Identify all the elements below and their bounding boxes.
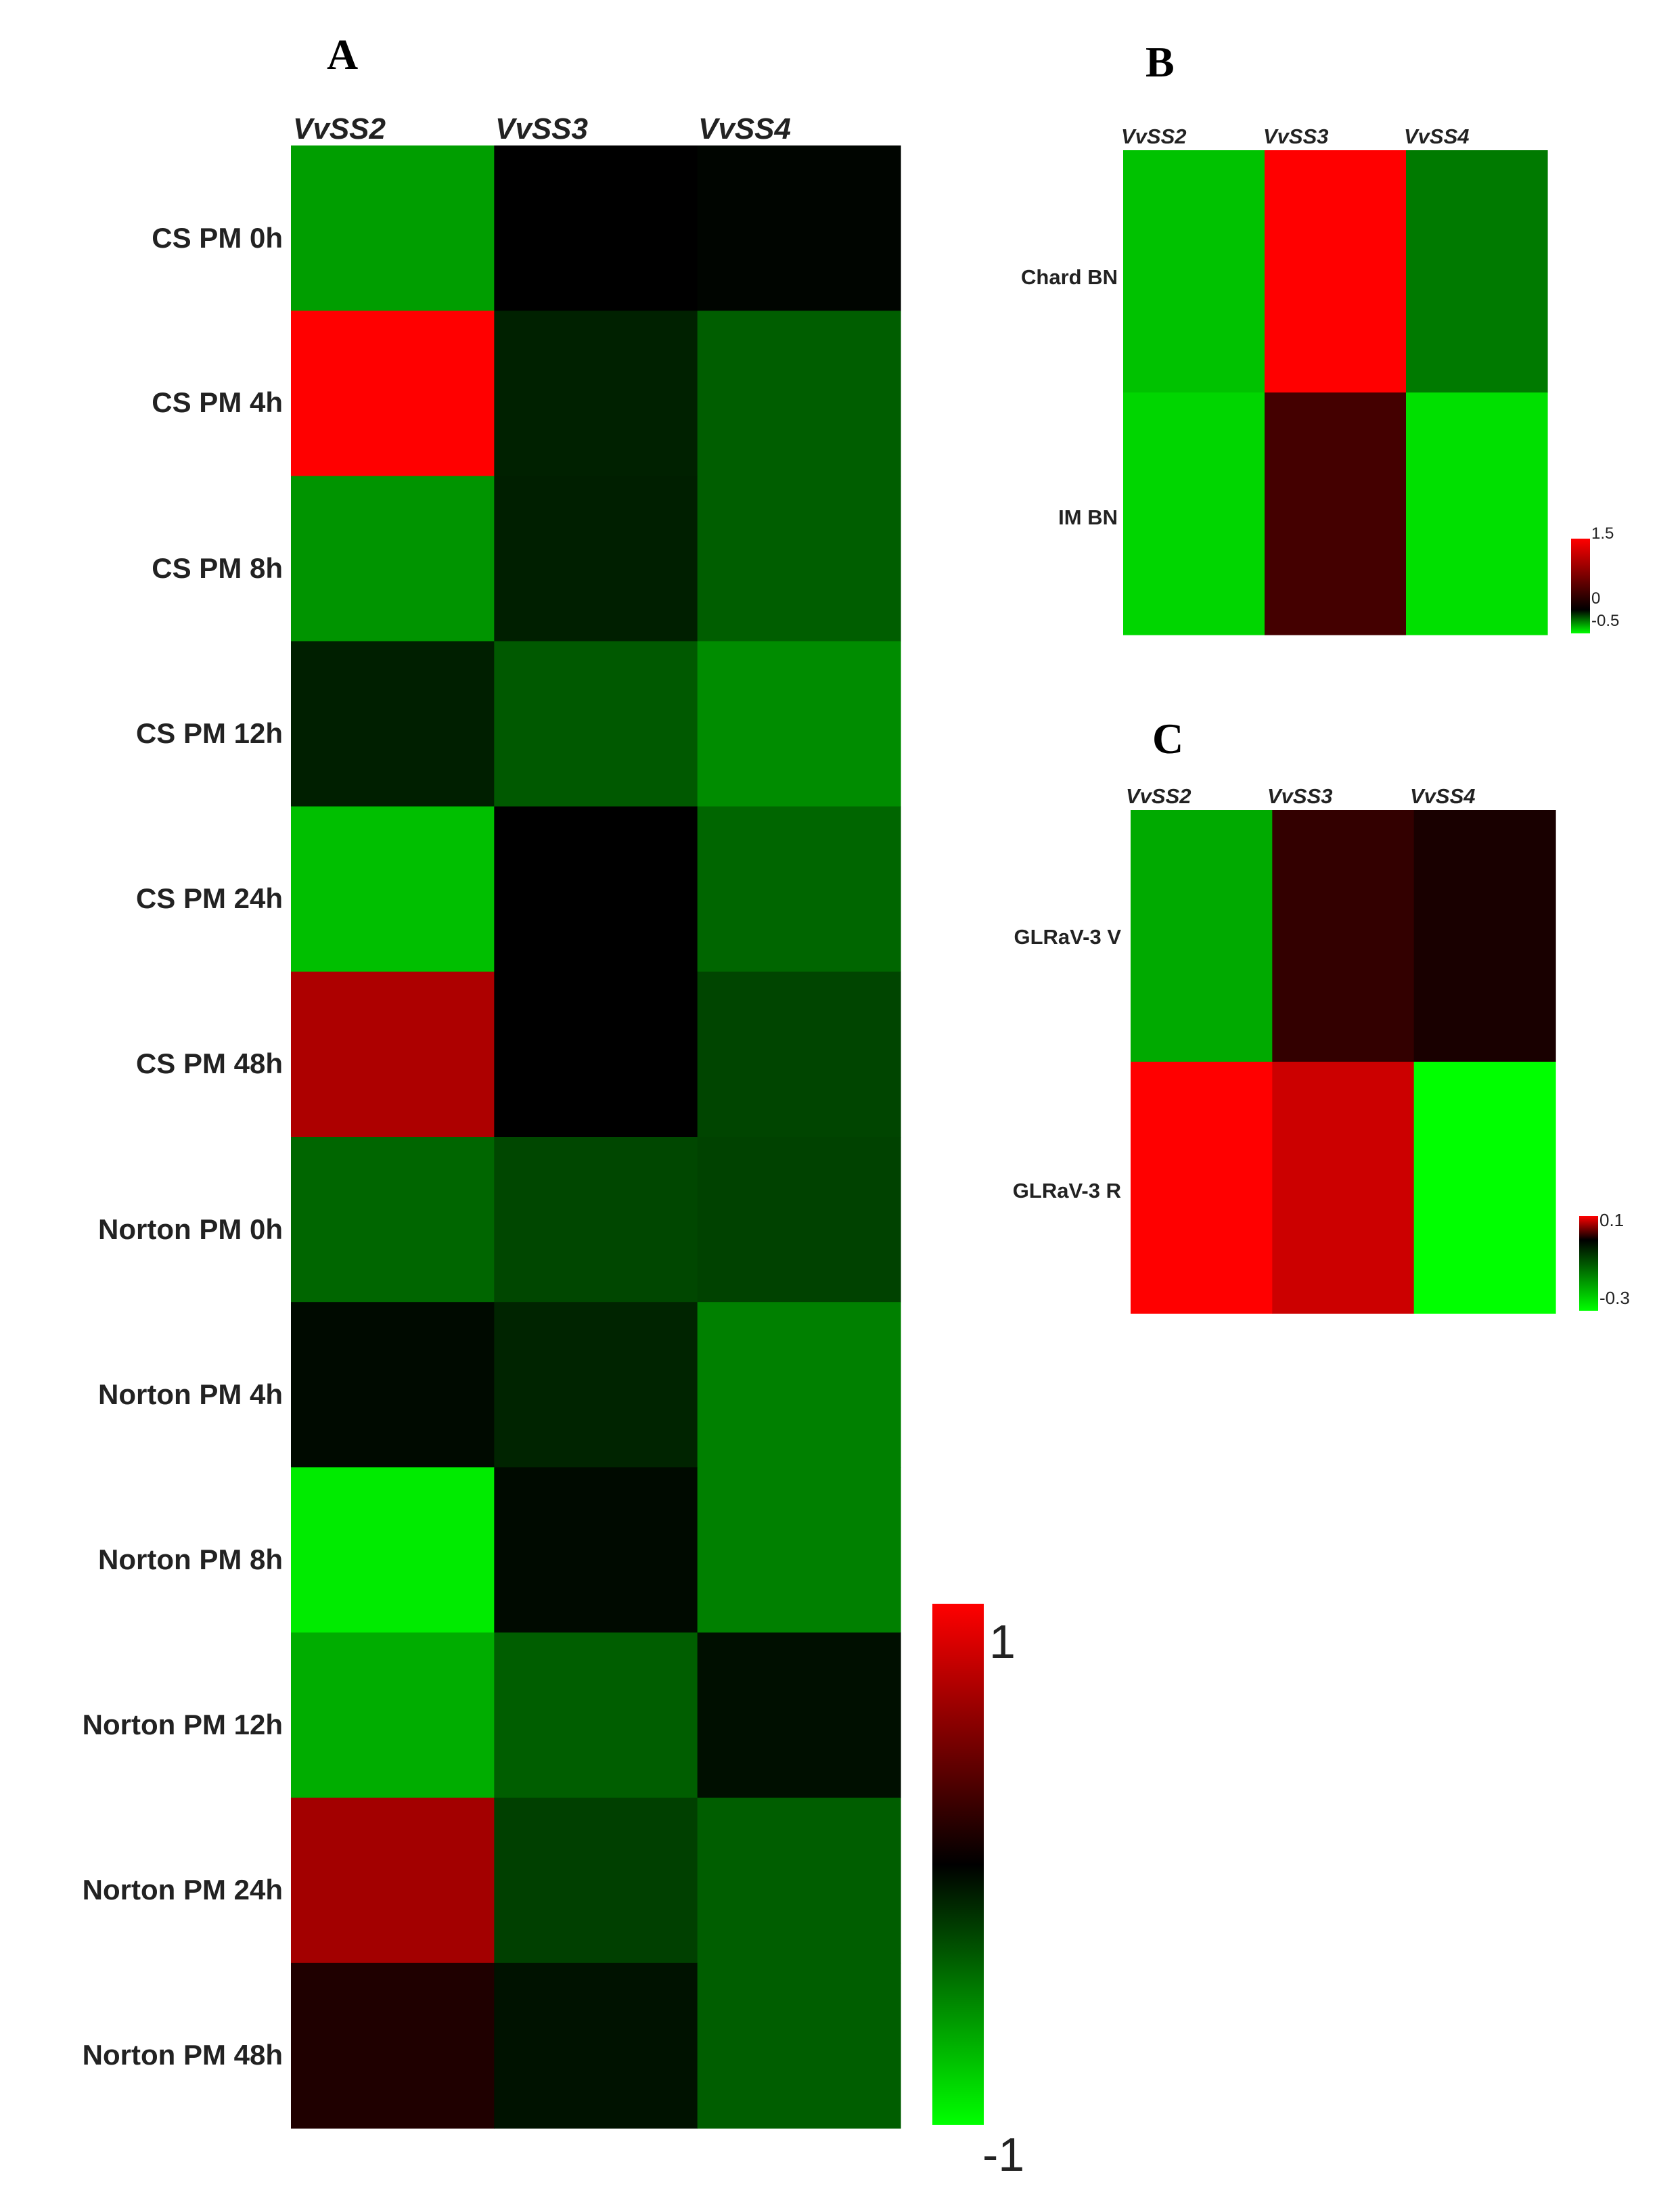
panel-b-column-labels: VvSS2 VvSS3 VvSS4 — [1121, 125, 1470, 148]
heatmap-cell — [291, 641, 495, 807]
heatmap-cell — [1272, 810, 1415, 1062]
panel-a-scale-bar — [932, 1604, 984, 2125]
panel-b-letter: B — [1145, 38, 1175, 86]
heatmap-cell — [1413, 1062, 1556, 1314]
panel-c-scale-max-label: 0.1 — [1599, 1210, 1624, 1230]
panel-a-row-label: CS PM 0h — [152, 222, 283, 254]
panel-c-row-label: GLRaV-3 R — [1013, 1179, 1121, 1202]
panel-a-letter: A — [327, 30, 358, 78]
panel-a-col-label: VvSS4 — [698, 112, 791, 145]
panel-a-row-label: CS PM 24h — [136, 882, 283, 914]
panel-c-letter: C — [1152, 715, 1183, 763]
heatmap-cell — [1131, 810, 1273, 1062]
heatmap-cell — [697, 971, 901, 1138]
heatmap-cell — [1272, 1062, 1415, 1314]
panel-c-row-label: GLRaV-3 V — [1014, 925, 1122, 949]
heatmap-cell — [291, 1467, 495, 1634]
heatmap-cell — [1413, 810, 1556, 1062]
heatmap-cell — [1131, 1062, 1273, 1314]
heatmap-cell — [291, 1797, 495, 1964]
heatmap-cell — [291, 1137, 495, 1303]
panel-b-col-label: VvSS3 — [1263, 125, 1329, 148]
panel-b-scale-bar — [1571, 539, 1590, 633]
panel-a-row-label: CS PM 12h — [136, 717, 283, 749]
panel-a-column-labels: VvSS2 VvSS3 VvSS4 — [293, 112, 791, 145]
heatmap-cell — [291, 1302, 495, 1468]
heatmap-cell — [697, 806, 901, 972]
heatmap-cell — [291, 145, 495, 311]
panel-b-scale-max-label: 1.5 — [1591, 524, 1614, 543]
panel-b-row-label: IM BN — [1058, 505, 1118, 529]
panel-b-col-label: VvSS4 — [1404, 125, 1470, 148]
panel-a-col-label: VvSS3 — [495, 112, 588, 145]
heatmap-cell — [291, 806, 495, 972]
heatmap-cell — [291, 971, 495, 1138]
heatmap-cell — [697, 1302, 901, 1468]
heatmap-cell — [494, 476, 698, 642]
heatmap-cell — [494, 641, 698, 807]
heatmap-cell — [697, 145, 901, 311]
panel-b-heatmap — [1123, 150, 1548, 635]
heatmap-cell — [1406, 392, 1548, 635]
panel-c-col-label: VvSS3 — [1267, 784, 1333, 808]
panel-a-row-label: Norton PM 8h — [98, 1544, 283, 1575]
heatmap-cell — [494, 971, 698, 1138]
panel-a-row-label: Norton PM 12h — [83, 1709, 283, 1740]
heatmap-cell — [1123, 392, 1265, 635]
panel-a-row-label: CS PM 8h — [152, 552, 283, 584]
heatmap-cell — [494, 806, 698, 972]
heatmap-cell — [494, 1632, 698, 1799]
heatmap-cell — [291, 311, 495, 476]
panel-c-col-label: VvSS4 — [1410, 784, 1476, 808]
heatmap-cell — [697, 1797, 901, 1964]
heatmap-cell — [697, 1137, 901, 1303]
heatmap-cell — [697, 1632, 901, 1799]
panel-a-row-label: Norton PM 24h — [83, 1874, 283, 1906]
panel-a-row-label: Norton PM 48h — [83, 2039, 283, 2071]
panel-c-col-label: VvSS2 — [1126, 784, 1191, 808]
panel-a-heatmap — [291, 145, 901, 2129]
heatmap-cell — [291, 1632, 495, 1799]
panel-c-scale-bar — [1579, 1216, 1598, 1311]
heatmap-cell — [291, 476, 495, 642]
heatmap-cell — [697, 311, 901, 476]
panel-a-row-label: CS PM 48h — [136, 1048, 283, 1079]
panel-c-column-labels: VvSS2 VvSS3 VvSS4 — [1126, 784, 1476, 808]
panel-c-scale-min-label: -0.3 — [1599, 1288, 1630, 1308]
panel-a-scale-min-label: -1 — [982, 2128, 1024, 2181]
heatmap-cell — [697, 1467, 901, 1634]
heatmap-cell — [697, 641, 901, 807]
panel-b-scale-mid-label: 0 — [1591, 589, 1600, 608]
panel-a-row-label: Norton PM 4h — [98, 1378, 283, 1410]
heatmap-cell — [1406, 150, 1548, 393]
heatmap-cell — [1265, 150, 1407, 393]
panel-a-row-labels: CS PM 0h CS PM 4h CS PM 8h CS PM 12h CS … — [83, 222, 283, 2071]
heatmap-cell — [1123, 150, 1265, 393]
heatmap-cell — [291, 1962, 495, 2129]
heatmap-cell — [494, 1797, 698, 1964]
panel-b-col-label: VvSS2 — [1121, 125, 1187, 148]
panel-b-row-label: Chard BN — [1021, 265, 1118, 289]
panel-c-row-labels: GLRaV-3 V GLRaV-3 R — [1013, 925, 1122, 1202]
heatmap-cell — [494, 311, 698, 476]
heatmap-cell — [494, 1962, 698, 2129]
heatmap-cell — [1265, 392, 1407, 635]
heatmap-cell — [494, 145, 698, 311]
heatmap-cell — [494, 1137, 698, 1303]
panel-a-row-label: Norton PM 0h — [98, 1213, 283, 1245]
heatmap-cell — [697, 476, 901, 642]
panel-a-scale-max-label: 1 — [989, 1615, 1016, 1668]
panel-b-row-labels: Chard BN IM BN — [1021, 265, 1118, 529]
panel-a-row-label: CS PM 4h — [152, 386, 283, 418]
panel-c-heatmap — [1131, 810, 1556, 1314]
heatmap-cell — [494, 1467, 698, 1634]
panel-a-col-label: VvSS2 — [293, 112, 386, 145]
heatmap-cell — [494, 1302, 698, 1468]
heatmap-cell — [697, 1962, 901, 2129]
panel-b-scale-min-label: -0.5 — [1591, 612, 1619, 630]
